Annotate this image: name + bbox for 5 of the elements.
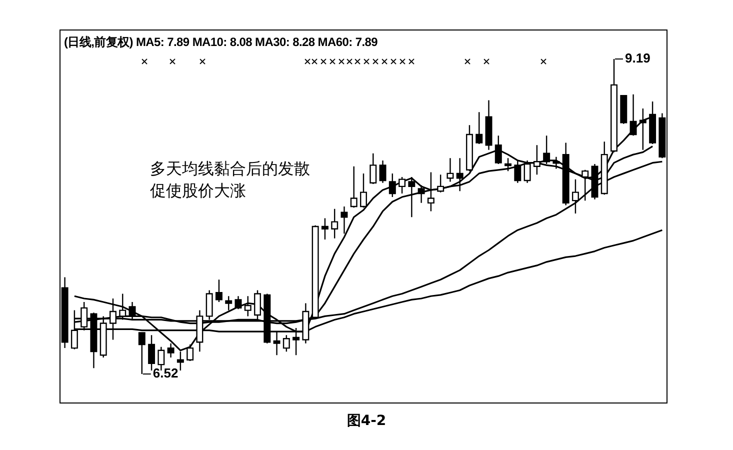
chart-title: (日线,前复权) MA5: 7.89 MA10: 8.08 MA30: 8.28 MA60: 7.89 xyxy=(64,34,378,51)
annotation: 9.19 xyxy=(625,50,650,66)
annotation: 多天均线黏合后的发散促使股价大涨 xyxy=(150,158,311,202)
caption: 图4-2 xyxy=(346,412,388,430)
annotation: 6.52 xyxy=(152,366,178,381)
